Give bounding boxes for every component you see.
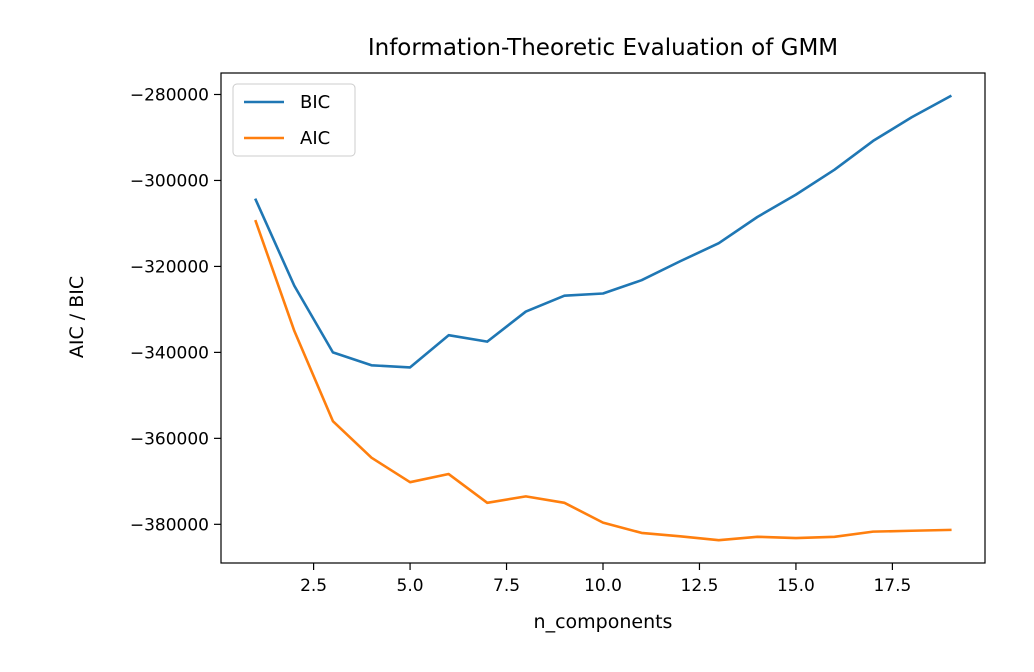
y-tick-label: −360000	[130, 429, 209, 449]
y-tick-label: −340000	[130, 343, 209, 363]
series-line-bic	[254, 94, 953, 369]
x-tick-label: 17.5	[873, 576, 911, 596]
chart-title: Information-Theoretic Evaluation of GMM	[368, 35, 838, 61]
legend: BIC AIC	[232, 83, 356, 157]
y-tick-label: −380000	[130, 515, 209, 535]
x-tick-label: 10.0	[584, 576, 622, 596]
legend-label-bic: BIC	[300, 92, 330, 113]
x-tick-label: 7.5	[493, 576, 520, 596]
y-tick-label: −280000	[130, 85, 209, 105]
x-axis-label: n_components	[534, 611, 673, 633]
series-line-aic	[254, 219, 952, 542]
x-tick-label: 12.5	[681, 576, 719, 596]
x-tick-label: 15.0	[777, 576, 815, 596]
legend-label-aic: AIC	[300, 128, 330, 149]
plot-area: 2.5 5.0 7.5 10.0 12.5 15.0 17.5 −380000 −360000 −…	[130, 72, 986, 596]
y-tick-label: −320000	[130, 257, 209, 277]
x-tick-label: 5.0	[397, 576, 424, 596]
y-tick-label: −300000	[130, 171, 209, 191]
legend-box	[232, 83, 356, 157]
x-tick-label: 2.5	[300, 576, 327, 596]
y-axis-label: AIC / BIC	[66, 276, 88, 358]
